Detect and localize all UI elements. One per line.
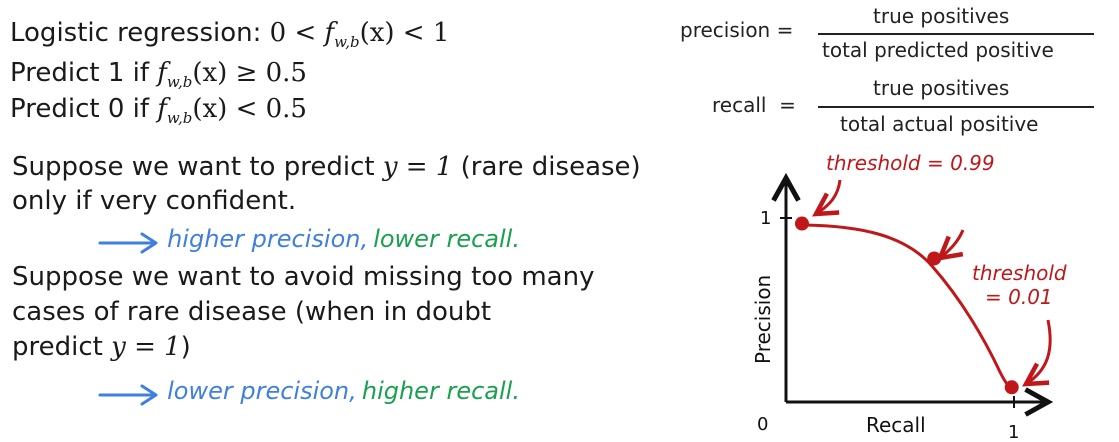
predict-0-subscript: w,b (166, 109, 193, 127)
case2-math: y = 1 (111, 332, 181, 362)
case2-line1: Suppose we want to avoid missing too man… (12, 262, 595, 292)
blue-arrow-icon (98, 384, 158, 405)
case1-note-green: lower recall. (373, 225, 520, 253)
case2-line2: cases of rare disease (when in doubt (12, 297, 492, 327)
predict-1-arg: (x) (192, 58, 228, 88)
logistic-range-right: < 1 (402, 18, 450, 48)
data-point-1 (927, 251, 942, 266)
logistic-range-left: 0 < (269, 18, 317, 48)
case1-note: higher precision, lower recall. (96, 225, 520, 256)
precision-numerator: true positives (873, 4, 1010, 28)
predict-1-condition: ≥ 0.5 (235, 58, 307, 88)
recall-label: recall = (712, 93, 796, 117)
predict-0-arg: (x) (192, 94, 228, 124)
predict-0-label: Predict 0 if (10, 94, 150, 124)
blue-arrow-icon (98, 232, 158, 253)
recall-denominator: total actual positive (840, 112, 1039, 136)
case2-line3: predict y = 1) (12, 332, 191, 362)
data-points (794, 216, 1019, 395)
logistic-subscript: w,b (334, 33, 360, 51)
case1-math: y = 1 (382, 152, 453, 182)
case1-line1: Suppose we want to predict y = 1 (rare d… (12, 152, 641, 182)
case1-note-blue: higher precision, (167, 225, 369, 253)
y-axis-label: Precision (751, 275, 775, 364)
predict-1-f: f (157, 58, 167, 88)
precision-recall-curve (804, 223, 1012, 390)
threshold-low-label-2: = 0.01 (985, 285, 1053, 309)
mid-point-arrow (940, 229, 965, 258)
predict-1-line: Predict 1 if fw,b(x) ≥ 0.5 (10, 58, 307, 91)
threshold-low-arrow (1026, 319, 1052, 384)
predict-0-condition: < 0.5 (235, 94, 307, 124)
x-tick-label-0: 0 (757, 414, 768, 435)
x-axis-label: Recall (866, 413, 926, 437)
precision-fraction-bar (818, 33, 1094, 35)
predict-1-label: Predict 1 if (10, 58, 150, 88)
predict-1-subscript: w,b (166, 73, 193, 91)
threshold-high-label: threshold = 0.99 (826, 151, 995, 175)
predict-0-f: f (157, 94, 167, 124)
x-tick-label-1: 1 (1008, 422, 1019, 442)
case2-note: lower precision, higher recall. (96, 377, 520, 408)
precision-denominator: total predicted positive (822, 38, 1054, 62)
predict-0-line: Predict 0 if fw,b(x) < 0.5 (10, 94, 307, 127)
logistic-line: Logistic regression: 0 < fw,b(x) < 1 (10, 18, 449, 51)
recall-fraction-bar (818, 106, 1094, 108)
y-tick-label-1: 1 (760, 208, 771, 229)
data-point-2 (1004, 380, 1019, 395)
case1-line2: only if very confident. (12, 186, 297, 216)
recall-numerator: true positives (873, 76, 1010, 100)
logistic-label: Logistic regression: (10, 18, 262, 48)
threshold-low-label-1: threshold (972, 261, 1067, 285)
data-point-0 (794, 216, 809, 231)
case2-note-blue: lower precision, (167, 377, 357, 405)
precision-label: precision = (680, 18, 794, 42)
case2-note-green: higher recall. (361, 377, 520, 405)
logistic-f: f (324, 18, 335, 48)
threshold-high-arrow (816, 179, 842, 214)
logistic-arg: (x) (359, 18, 395, 48)
